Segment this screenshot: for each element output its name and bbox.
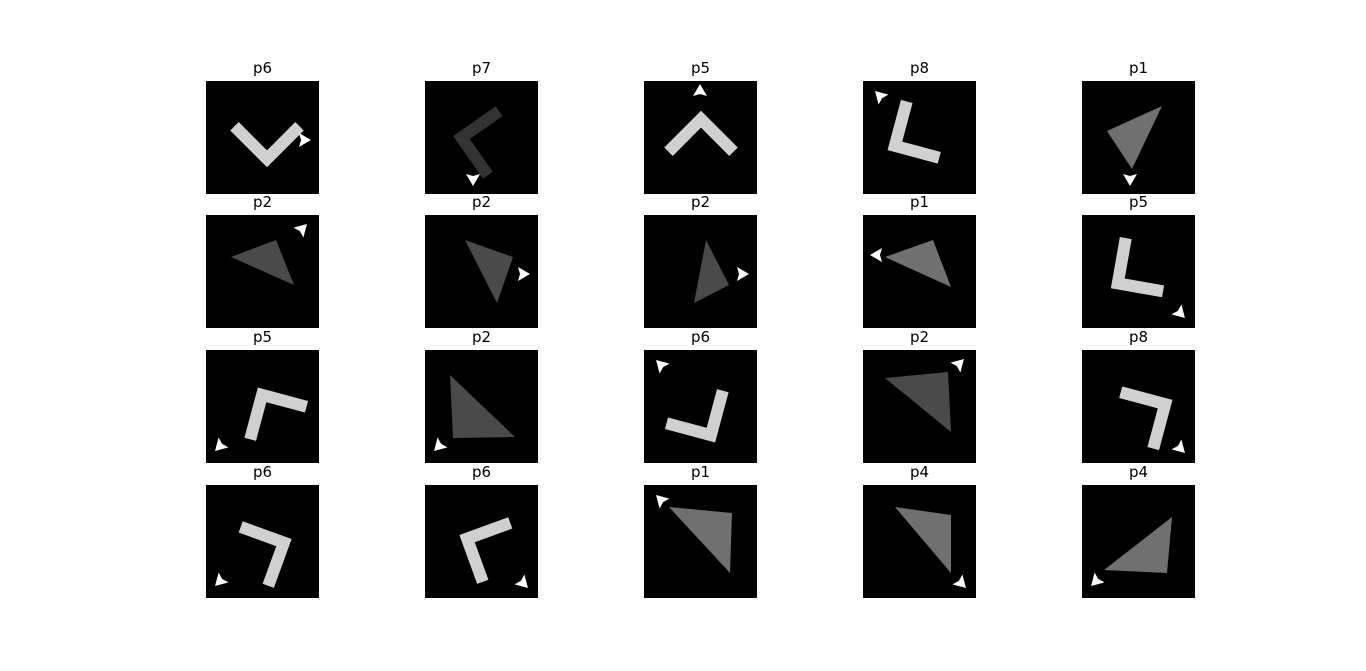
arrow-marker-icon xyxy=(656,495,670,509)
triangle-shape xyxy=(885,240,951,287)
triangle-shape xyxy=(694,240,729,303)
arrow-marker-icon xyxy=(215,437,229,451)
panel: p2 xyxy=(644,193,757,328)
panel: p5 xyxy=(644,59,757,194)
triangle-shape xyxy=(1107,106,1162,169)
panel: p6 xyxy=(644,328,757,463)
panel-image xyxy=(206,81,319,194)
panel-title: p1 xyxy=(910,193,929,211)
panel-image xyxy=(206,485,319,598)
panel-title: p1 xyxy=(1129,59,1148,77)
arrow-marker-icon xyxy=(952,574,966,588)
arrow-marker-icon xyxy=(1091,572,1105,586)
panel-image xyxy=(863,485,976,598)
triangle-shape xyxy=(669,507,732,573)
arrow-marker-icon xyxy=(875,91,889,105)
panel: p5 xyxy=(1082,193,1195,328)
triangle-shape xyxy=(465,240,513,303)
panel-title: p2 xyxy=(691,193,710,211)
arrow-marker-icon xyxy=(1123,174,1137,186)
panel-grid: p6 p7 p5 p8 p1 p2 p2 p2 p1 p5 p5 p2 p6 p2 p8 p6 p6 p1 p4 p4 xyxy=(206,59,1195,598)
panel: p4 xyxy=(863,463,976,598)
arrow-marker-icon xyxy=(737,267,749,281)
panel-title: p4 xyxy=(1129,463,1148,481)
panel-image xyxy=(1082,350,1195,463)
panel-title: p6 xyxy=(691,328,710,346)
chevron-shape xyxy=(664,389,729,443)
panel-title: p8 xyxy=(910,59,929,77)
triangle-shape xyxy=(885,372,951,432)
panel-title: p5 xyxy=(1129,193,1148,211)
triangle-shape xyxy=(895,507,951,573)
panel: p1 xyxy=(1082,59,1195,194)
panel: p7 xyxy=(425,59,538,194)
arrow-marker-icon xyxy=(693,84,707,96)
panel-title: p8 xyxy=(1129,328,1148,346)
panel: p2 xyxy=(863,328,976,463)
arrow-marker-icon xyxy=(1171,304,1185,318)
arrow-marker-icon xyxy=(870,248,882,262)
panel-title: p7 xyxy=(472,59,491,77)
panel: p2 xyxy=(425,328,538,463)
triangle-shape xyxy=(450,375,515,438)
panel: p6 xyxy=(206,59,319,194)
panel-image xyxy=(644,81,757,194)
chevron-shape xyxy=(453,106,503,179)
triangle-shape xyxy=(231,240,294,285)
arrow-marker-icon xyxy=(434,437,448,451)
panel-image xyxy=(1082,485,1195,598)
panel-image xyxy=(644,350,757,463)
panel: p4 xyxy=(1082,463,1195,598)
triangle-shape xyxy=(1104,517,1172,573)
chevron-shape xyxy=(230,122,304,168)
panel-title: p6 xyxy=(472,463,491,481)
panel-image xyxy=(863,350,976,463)
panel: p6 xyxy=(425,463,538,598)
panel-title: p2 xyxy=(253,193,272,211)
arrow-marker-icon xyxy=(466,174,480,186)
panel: p2 xyxy=(206,193,319,328)
arrow-marker-icon xyxy=(518,267,530,281)
chevron-shape xyxy=(238,521,292,588)
chevron-shape xyxy=(244,387,309,441)
panel-title: p2 xyxy=(472,328,491,346)
chevron-shape xyxy=(1119,386,1173,451)
panel-title: p4 xyxy=(910,463,929,481)
panel-image xyxy=(1082,215,1195,328)
arrow-marker-icon xyxy=(950,359,964,373)
panel: p6 xyxy=(206,463,319,598)
panel-image xyxy=(206,215,319,328)
panel: p8 xyxy=(1082,328,1195,463)
arrow-marker-icon xyxy=(215,572,229,586)
panel-title: p2 xyxy=(910,328,929,346)
panel-title: p5 xyxy=(253,328,272,346)
chevron-shape xyxy=(459,517,513,584)
panel-title: p6 xyxy=(253,463,272,481)
arrow-marker-icon xyxy=(293,224,307,238)
panel-title: p5 xyxy=(691,59,710,77)
arrow-marker-icon xyxy=(299,133,311,147)
panel-image xyxy=(644,485,757,598)
panel-title: p1 xyxy=(691,463,710,481)
panel: p1 xyxy=(644,463,757,598)
panel: p5 xyxy=(206,328,319,463)
arrow-marker-icon xyxy=(514,574,528,588)
panel-image xyxy=(425,81,538,194)
chevron-shape xyxy=(664,110,738,156)
arrow-marker-icon xyxy=(1171,439,1185,453)
chevron-shape xyxy=(887,99,941,164)
panel: p2 xyxy=(425,193,538,328)
arrow-marker-icon xyxy=(656,360,670,374)
panel: p8 xyxy=(863,59,976,194)
panel-image xyxy=(863,81,976,194)
panel-title: p2 xyxy=(472,193,491,211)
panel: p1 xyxy=(863,193,976,328)
chevron-shape xyxy=(1110,237,1165,298)
panel-title: p6 xyxy=(253,59,272,77)
